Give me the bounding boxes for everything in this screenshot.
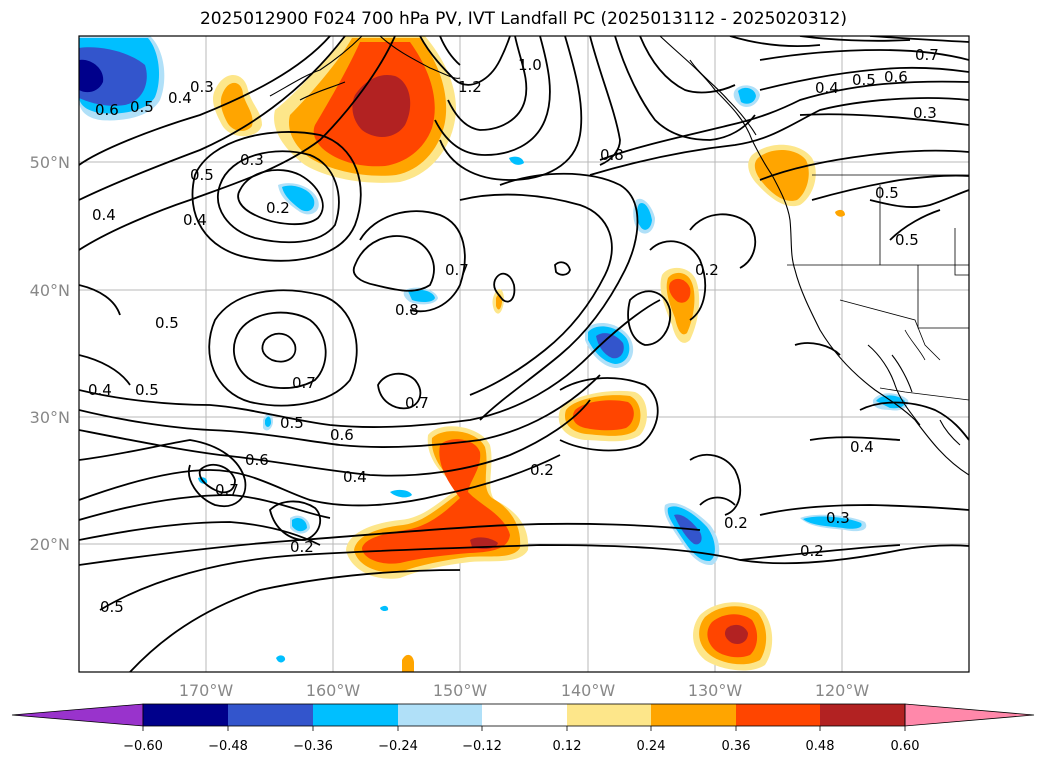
contour-label: 1.2 <box>458 78 482 96</box>
lon-label: 150°W <box>433 681 488 700</box>
colorbar-tick: 0.24 <box>637 739 666 754</box>
colorbar-tick: 0.12 <box>553 739 582 754</box>
contour-label: 0.2 <box>695 261 719 279</box>
contour-label: 0.6 <box>884 68 908 86</box>
contour-label: 0.5 <box>130 98 154 116</box>
contour-label: 0.7 <box>215 481 239 499</box>
lon-label: 140°W <box>561 681 616 700</box>
pv-contours <box>79 36 969 672</box>
colorbar-tick: −0.36 <box>293 739 333 754</box>
contour-label: 0.4 <box>88 381 112 399</box>
colorbar-extend-right <box>904 703 1035 727</box>
lon-label: 130°W <box>688 681 743 700</box>
lon-labels: 170°W 160°W 150°W 140°W 130°W 120°W <box>179 681 870 700</box>
lat-label: 50°N <box>30 153 70 172</box>
contour-label: 0.3 <box>190 78 214 96</box>
colorbar-bin <box>736 704 820 726</box>
contour-label: 0.4 <box>92 206 116 224</box>
colorbar-bin <box>567 704 651 726</box>
contour-label: 0.5 <box>875 184 899 202</box>
contour-label: 0.2 <box>724 514 748 532</box>
contour-label: 0.7 <box>292 374 316 392</box>
colorbar-extend-left <box>11 703 144 727</box>
contour-label: 0.2 <box>530 461 554 479</box>
map-frame <box>78 35 970 673</box>
map-panel <box>79 36 969 672</box>
lat-labels: 50°N 40°N 30°N 20°N <box>30 153 70 554</box>
colorbar-tick: −0.48 <box>208 739 248 754</box>
contour-label: 0.5 <box>135 381 159 399</box>
contour-label: 0.6 <box>95 101 119 119</box>
colorbar-tick: 0.60 <box>891 739 920 754</box>
colorbar-bin <box>143 704 228 726</box>
coastlines <box>269 36 969 476</box>
colorbar-bin <box>228 704 313 726</box>
colorbar-tick: −0.24 <box>378 739 418 754</box>
colorbar-tick: −0.60 <box>123 739 163 754</box>
colorbar-tick: 0.36 <box>722 739 751 754</box>
map-title: 2025012900 F024 700 hPa PV, IVT Landfall… <box>199 9 847 29</box>
colorbar: −0.60 −0.48 −0.36 −0.24 −0.12 0.12 0.24 … <box>11 703 1035 754</box>
contour-label: 0.7 <box>915 46 939 64</box>
colorbar-bin <box>482 704 567 726</box>
contour-label: 0.3 <box>240 151 264 169</box>
lat-label: 30°N <box>30 408 70 427</box>
contour-label: 0.3 <box>913 104 937 122</box>
contour-label: 0.5 <box>100 598 124 616</box>
contour-label: 0.7 <box>405 394 429 412</box>
ivt-shading-negative <box>79 36 909 663</box>
contour-label: 0.4 <box>850 438 874 456</box>
contour-label: 0.4 <box>183 211 207 229</box>
contour-label: 0.6 <box>330 426 354 444</box>
contour-label: 0.5 <box>852 71 876 89</box>
contour-label: 0.8 <box>395 301 419 319</box>
lon-label: 170°W <box>179 681 234 700</box>
colorbar-tick: 0.48 <box>806 739 835 754</box>
contour-label: 0.2 <box>290 538 314 556</box>
lat-label: 40°N <box>30 281 70 300</box>
contour-label: 0.2 <box>800 542 824 560</box>
lon-label: 120°W <box>815 681 870 700</box>
colorbar-bin <box>651 704 736 726</box>
contour-label: 0.4 <box>168 89 192 107</box>
colorbar-tick: −0.12 <box>462 739 502 754</box>
contour-label: 0.3 <box>826 509 850 527</box>
contour-label: 0.6 <box>245 451 269 469</box>
contour-label: 0.8 <box>600 146 624 164</box>
contour-label: 0.4 <box>343 468 367 486</box>
contour-label: 0.4 <box>815 79 839 97</box>
contour-label: 0.5 <box>155 314 179 332</box>
contour-labels: 0.6 0.3 0.4 0.5 1.2 1.0 0.7 0.4 0.5 0.6 … <box>88 46 939 616</box>
contour-label: 0.5 <box>280 414 304 432</box>
colorbar-bin <box>398 704 482 726</box>
lat-label: 20°N <box>30 535 70 554</box>
colorbar-bin <box>313 704 398 726</box>
contour-label: 0.5 <box>895 231 919 249</box>
contour-label: 0.5 <box>190 166 214 184</box>
contour-label: 1.0 <box>518 56 542 74</box>
colorbar-bin <box>820 704 905 726</box>
lon-label: 160°W <box>306 681 361 700</box>
contour-label: 0.7 <box>445 261 469 279</box>
contour-label: 0.2 <box>266 199 290 217</box>
